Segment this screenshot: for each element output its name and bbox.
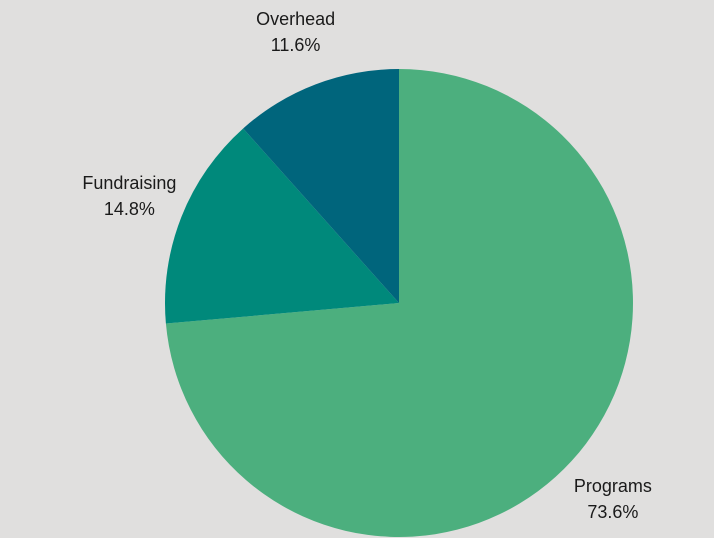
slice-label-fundraising: Fundraising [82,173,176,193]
slice-label-programs: Programs [574,476,652,496]
slice-label-overhead: Overhead [256,9,335,29]
pie-labels: Programs 73.6% Fundraising 14.8% Overhead 11.… [82,9,652,522]
slice-value-overhead: 11.6% [271,35,321,55]
pie-slices [164,69,633,537]
slice-value-programs: 73.6% [587,502,638,522]
pie-slice-fundraising [164,128,399,324]
pie-slice-programs [165,69,633,537]
pie-slice-overhead [243,69,399,303]
slice-value-fundraising: 14.8% [104,199,155,219]
